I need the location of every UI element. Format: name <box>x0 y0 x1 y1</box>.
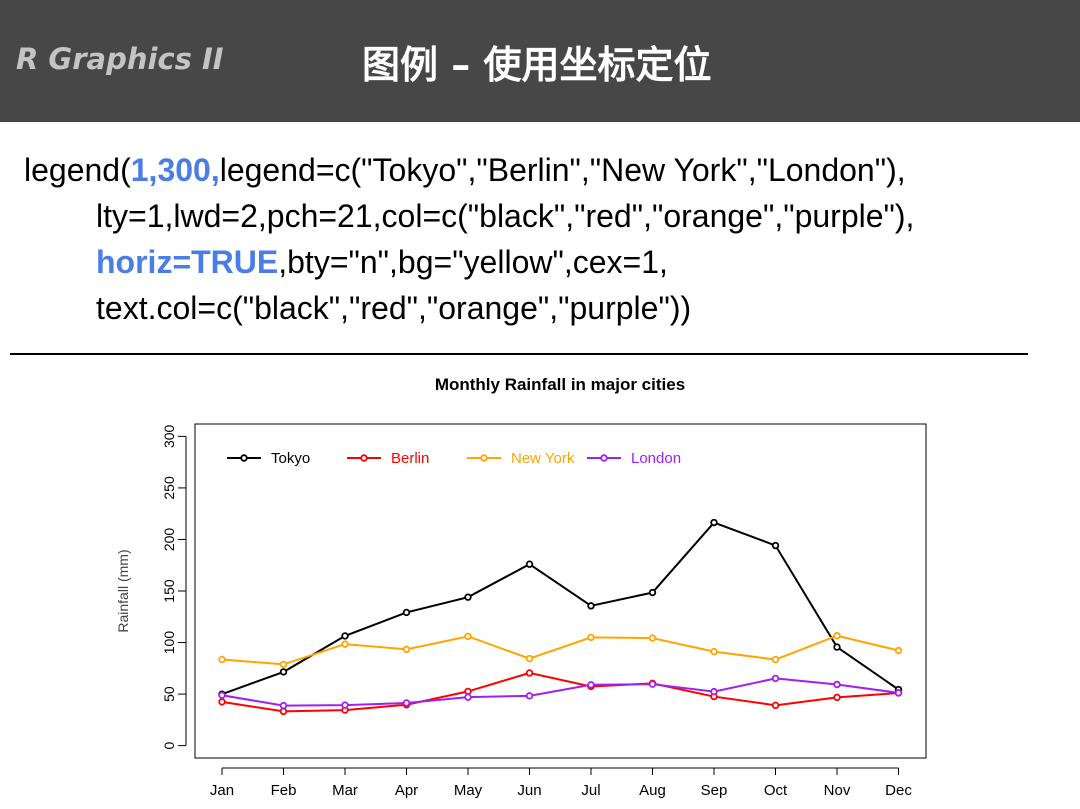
y-tick-label: 50 <box>161 686 177 702</box>
data-point-tokyo <box>279 668 288 676</box>
data-point-new-york <box>648 634 657 642</box>
data-point-berlin <box>464 687 472 696</box>
data-point-tokyo <box>525 560 534 568</box>
code-line-4: text.col=c("black","red","orange","purpl… <box>96 290 692 326</box>
code-line-1: legend(1,300,legend=c("Tokyo","Berlin","… <box>0 147 1080 193</box>
chart-title: Monthly Rainfall in major cities <box>435 375 685 394</box>
plot-frame <box>194 423 927 759</box>
code-line-3: horiz=TRUE,bty="n",bg="yellow",cex=1, <box>0 239 1080 285</box>
data-point-new-york <box>833 632 841 640</box>
code-text: legend( <box>24 152 131 188</box>
x-tick-label: Sep <box>701 782 728 799</box>
x-tick-label: May <box>454 782 483 799</box>
data-point-tokyo <box>771 541 780 550</box>
data-point-london <box>587 681 595 689</box>
code-highlight-horiz: horiz=TRUE <box>96 244 279 280</box>
x-tick-label: Oct <box>764 782 788 799</box>
legend-marker-tokyo <box>240 454 248 462</box>
y-tick-label: 300 <box>161 424 177 448</box>
legend-marker-london <box>600 454 608 462</box>
data-point-london <box>279 701 288 710</box>
legend-label-berlin: Berlin <box>391 450 429 467</box>
code-highlight-coords: 1,300, <box>130 152 220 188</box>
data-point-berlin <box>833 693 841 702</box>
data-point-berlin <box>218 698 226 706</box>
data-point-new-york <box>710 647 718 656</box>
legend-label-new-york: New York <box>511 450 575 467</box>
x-tick-label: Jun <box>517 782 541 799</box>
series-line-berlin <box>221 671 899 713</box>
series-line-new-york <box>221 634 899 666</box>
legend-label-tokyo: Tokyo <box>271 450 310 467</box>
data-point-tokyo <box>833 643 841 651</box>
slide-header: R Graphics II 图例 – 使用坐标定位 <box>0 0 1080 122</box>
x-tick-label: Jul <box>581 782 600 799</box>
data-point-tokyo <box>464 593 472 601</box>
x-tick-label: Apr <box>395 782 418 799</box>
legend-label-london: London <box>631 450 681 467</box>
series-line-london <box>221 677 899 707</box>
x-tick-label: Mar <box>332 782 358 799</box>
data-point-new-york <box>402 645 411 654</box>
data-point-london <box>894 689 903 697</box>
y-axis-label: Rainfall (mm) <box>115 549 131 632</box>
data-point-new-york <box>341 640 349 648</box>
data-point-new-york <box>464 632 472 641</box>
x-tick-label: Nov <box>824 782 851 799</box>
legend-marker-new-york <box>480 454 488 462</box>
rainfall-chart: Monthly Rainfall in major cities Rainfal… <box>115 375 927 799</box>
y-tick-label: 200 <box>161 528 177 552</box>
code-block: legend(1,300,legend=c("Tokyo","Berlin","… <box>0 147 1080 331</box>
data-point-london <box>648 680 657 688</box>
data-point-london <box>771 674 780 683</box>
y-tick-label: 250 <box>161 476 177 500</box>
data-point-london <box>218 691 226 699</box>
code-text: legend=c("Tokyo","Berlin","New York","Lo… <box>219 152 906 188</box>
data-point-tokyo <box>587 602 595 610</box>
code-line-2: lty=1,lwd=2,pch=21,col=c("black","red","… <box>96 198 915 234</box>
x-tick-label: Aug <box>639 782 666 799</box>
x-tick-label: Jan <box>210 782 234 799</box>
x-tick-label: Feb <box>271 782 297 799</box>
y-tick-label: 100 <box>161 631 177 655</box>
data-point-london <box>341 701 349 709</box>
data-point-new-york <box>218 655 226 664</box>
slide-title: 图例 – 使用坐标定位 <box>362 43 712 87</box>
data-point-berlin <box>771 701 780 710</box>
data-point-new-york <box>771 655 780 664</box>
legend-marker-berlin <box>360 454 368 462</box>
series-line-tokyo <box>221 521 900 696</box>
data-point-london <box>833 680 841 689</box>
data-point-berlin <box>279 707 288 716</box>
data-point-new-york <box>894 646 903 655</box>
data-point-tokyo <box>341 632 349 640</box>
y-tick-label: 150 <box>161 579 177 603</box>
data-point-new-york <box>587 633 595 642</box>
data-point-london <box>710 687 718 696</box>
data-point-new-york <box>279 660 288 669</box>
data-point-tokyo <box>710 518 718 527</box>
y-tick-label: 0 <box>161 742 177 750</box>
data-point-london <box>525 692 534 700</box>
data-point-london <box>402 699 411 707</box>
code-text: ,bty="n",bg="yellow",cex=1, <box>278 244 668 280</box>
data-point-london <box>464 693 472 701</box>
data-point-new-york <box>525 654 534 663</box>
data-point-tokyo <box>402 608 411 617</box>
x-tick-label: Dec <box>885 782 912 799</box>
brand-title: R Graphics II <box>16 42 224 76</box>
data-point-berlin <box>525 669 534 677</box>
divider-line <box>10 353 1028 355</box>
data-point-tokyo <box>648 588 657 597</box>
